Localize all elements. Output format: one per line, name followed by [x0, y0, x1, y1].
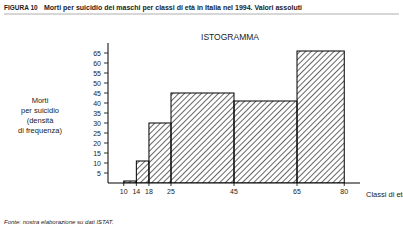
- x-tick: [234, 183, 235, 186]
- histogram-bar: [234, 101, 297, 183]
- y-tick: [104, 143, 108, 144]
- y-tick: [104, 173, 108, 174]
- y-tick-label: 25: [93, 130, 101, 137]
- x-tick-label: 18: [145, 188, 153, 195]
- y-tick: [104, 153, 108, 154]
- y-tick: [104, 163, 108, 164]
- y-axis-label: Morti: [32, 96, 49, 105]
- x-tick-label: 80: [340, 188, 348, 195]
- y-tick-label: 65: [93, 50, 101, 57]
- y-tick-label: 15: [93, 150, 101, 157]
- y-tick-label: 10: [93, 160, 101, 167]
- subtitle: ISTOGRAMMA: [201, 32, 259, 42]
- y-tick-label: 40: [93, 100, 101, 107]
- x-tick-label: 14: [132, 188, 140, 195]
- x-tick: [123, 183, 124, 186]
- y-tick: [104, 63, 108, 64]
- figure-label: FIGURA 10: [4, 4, 38, 11]
- y-axis-label: di frequenza): [18, 126, 62, 135]
- x-tick: [171, 183, 172, 186]
- y-tick: [104, 103, 108, 104]
- y-tick-label: 30: [93, 120, 101, 127]
- histogram-bar: [149, 123, 171, 183]
- y-axis-label: (densità: [27, 116, 55, 125]
- y-tick-label: 55: [93, 70, 101, 77]
- source-note: Fonte: nostra elaborazione su dati ISTAT…: [4, 219, 114, 225]
- x-tick: [297, 183, 298, 186]
- histogram-bar: [297, 51, 344, 183]
- bars: [124, 51, 345, 183]
- header-rule: [4, 14, 399, 15]
- y-axis-label: per suicidio: [21, 106, 59, 115]
- x-tick-label: 10: [120, 188, 128, 195]
- x-tick-label: 25: [167, 188, 175, 195]
- x-tick: [136, 183, 137, 186]
- y-tick: [104, 83, 108, 84]
- y-tick: [104, 133, 108, 134]
- histogram-bar: [136, 161, 149, 183]
- y-tick-label: 20: [93, 140, 101, 147]
- y-tick-label: 50: [93, 80, 101, 87]
- y-tick: [104, 113, 108, 114]
- title: Morti per suicidio dei maschi per classi…: [44, 4, 302, 12]
- y-tick-label: 5: [97, 170, 101, 177]
- x-tick-label: 45: [230, 188, 238, 195]
- chart-svg: FIGURA 10 Morti per suicidio dei maschi p…: [0, 0, 403, 235]
- chart-root: FIGURA 10 Morti per suicidio dei maschi p…: [0, 0, 403, 235]
- y-tick-label: 60: [93, 60, 101, 67]
- y-tick: [104, 73, 108, 74]
- x-tick: [148, 183, 149, 186]
- y-tick: [104, 123, 108, 124]
- y-tick-label: 35: [93, 110, 101, 117]
- histogram-bar: [171, 93, 234, 183]
- y-tick: [104, 93, 108, 94]
- y-tick: [104, 53, 108, 54]
- x-axis-label: Classi di età: [366, 190, 403, 199]
- x-tick-label: 65: [293, 188, 301, 195]
- y-tick-label: 45: [93, 90, 101, 97]
- x-tick: [344, 183, 345, 186]
